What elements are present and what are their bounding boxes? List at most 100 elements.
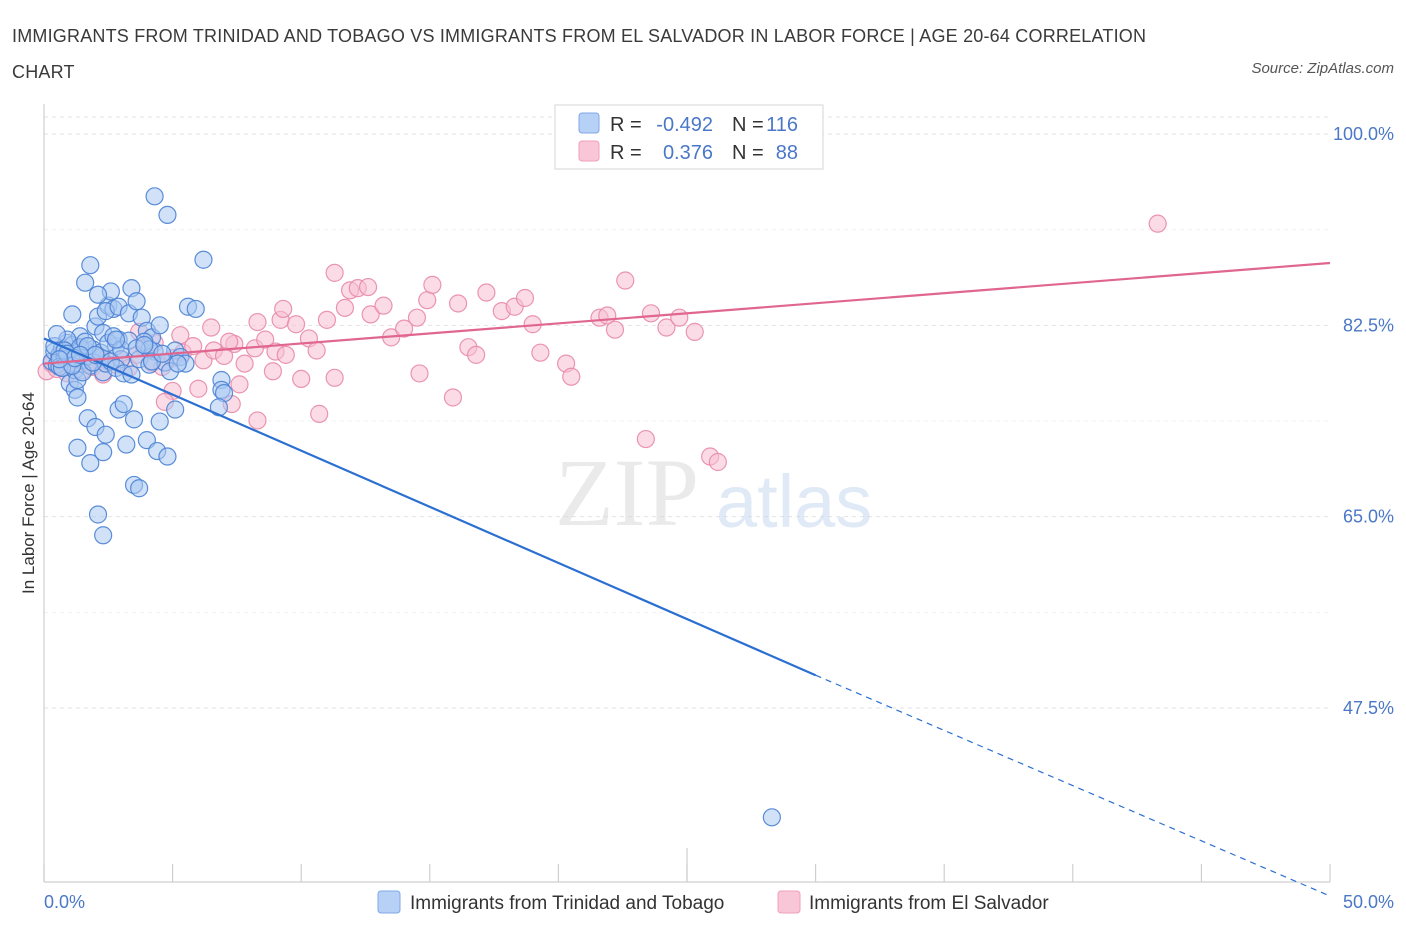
trinidad-point: [76, 273, 95, 292]
y-tick-label: 65.0%: [1343, 507, 1394, 527]
legend-r-label-2: R =: [610, 142, 642, 164]
el-salvador-point: [274, 299, 293, 319]
el-salvador-point: [407, 308, 427, 327]
trinidad-point: [94, 526, 113, 545]
legend-n-value-1: 116: [766, 114, 798, 136]
el-salvador-point: [1148, 214, 1167, 233]
trinidad-point: [81, 453, 100, 473]
trinidad-point: [50, 350, 69, 369]
el-salvador-point: [657, 318, 676, 337]
el-salvador-point: [418, 291, 437, 310]
el-salvador-point: [235, 354, 254, 373]
el-salvador-point: [317, 310, 337, 329]
trinidad-point: [117, 435, 136, 454]
el-salvador-point: [670, 308, 689, 327]
legend-n-label-1: N =: [732, 114, 764, 136]
legend-n-value-2: 88: [776, 142, 798, 164]
y-axis-tick-labels: 100.0% 82.5% 65.0% 47.5%: [1333, 124, 1394, 718]
legend-swatch-trinidad: [377, 890, 401, 914]
watermark-zip: ZIP: [555, 439, 699, 546]
watermark: ZIP atlas: [555, 439, 872, 546]
el-salvador-point: [423, 275, 442, 294]
el-salvador-point: [685, 322, 704, 341]
watermark-atlas: atlas: [716, 460, 872, 543]
el-salvador-point: [325, 263, 344, 282]
trinidad-trend-extension: [815, 674, 1331, 897]
legend-r-value-2: 0.376: [663, 142, 713, 164]
legend-swatch-el-salvador: [777, 890, 801, 914]
legend-r-value-1: -0.492: [656, 114, 713, 136]
series-legend: Immigrants from Trinidad and Tobago Immi…: [377, 890, 1049, 914]
trinidad-point: [762, 808, 781, 827]
legend-n-label-2: N =: [732, 142, 764, 164]
el-salvador-point: [335, 298, 355, 317]
source-label: Source: ZipAtlas.com: [1251, 60, 1394, 77]
el-salvador-point: [708, 452, 727, 472]
y-axis-title: In Labor Force | Age 20-64: [19, 392, 38, 594]
trinidad-point: [94, 443, 113, 462]
el-salvador-point: [636, 429, 655, 449]
trinidad-point: [106, 330, 126, 349]
x-axis-ticks: [43, 848, 1331, 882]
trinidad-point: [150, 412, 169, 431]
series-el-salvador-points: [37, 214, 1167, 472]
el-salvador-point: [515, 288, 535, 308]
chart-title: IMMIGRANTS FROM TRINIDAD AND TOBAGO VS I…: [12, 26, 1147, 82]
el-salvador-point: [286, 315, 306, 334]
el-salvador-point: [292, 369, 311, 389]
el-salvador-point: [410, 364, 429, 383]
el-salvador-trend-line: [43, 261, 1331, 365]
x-tick-label-max: 50.0%: [1343, 892, 1394, 912]
el-salvador-point: [616, 271, 635, 290]
el-salvador-point: [443, 388, 463, 407]
trinidad-point: [158, 447, 177, 466]
el-salvador-point: [466, 345, 486, 364]
trinidad-point: [81, 256, 100, 275]
y-tick-label: 82.5%: [1343, 315, 1394, 335]
correlation-legend: R = -0.492 N = 116 R = 0.376 N = 88: [554, 104, 824, 170]
el-salvador-point: [276, 345, 295, 364]
el-salvador-point: [605, 320, 625, 339]
trinidad-point: [145, 187, 164, 206]
trinidad-point: [47, 324, 66, 344]
el-salvador-point: [641, 304, 661, 323]
trinidad-point: [63, 305, 82, 324]
trend-lines: [43, 261, 1331, 897]
legend-label-el-salvador: Immigrants from El Salvador: [809, 893, 1049, 914]
y-tick-label: 100.0%: [1333, 124, 1394, 144]
el-salvador-point: [248, 411, 267, 430]
el-salvador-point: [171, 326, 190, 345]
x-tick-label-min: 0.0%: [44, 892, 85, 912]
el-salvador-point: [256, 330, 275, 349]
el-salvador-point: [358, 277, 378, 297]
el-salvador-point: [310, 404, 329, 423]
y-tick-label: 47.5%: [1343, 698, 1394, 718]
el-salvador-point: [202, 318, 221, 337]
legend-swatch-pink: [578, 140, 600, 162]
el-salvador-point: [562, 367, 581, 386]
trinidad-point: [150, 316, 169, 335]
trinidad-point: [68, 388, 87, 407]
el-salvador-point: [263, 362, 283, 381]
trinidad-point: [127, 292, 146, 311]
el-salvador-point: [361, 305, 380, 324]
trinidad-point: [114, 394, 133, 414]
trinidad-point: [135, 335, 154, 355]
el-salvador-point: [184, 337, 203, 356]
trinidad-point: [158, 205, 177, 225]
el-salvador-point: [325, 368, 344, 387]
el-salvador-point: [189, 379, 208, 398]
el-salvador-point: [248, 312, 267, 332]
el-salvador-point: [230, 375, 249, 394]
trinidad-point: [88, 285, 108, 304]
el-salvador-point: [531, 343, 550, 362]
trinidad-point: [130, 479, 149, 498]
el-salvador-point: [394, 319, 414, 338]
trinidad-point: [166, 400, 185, 419]
legend-box: [554, 104, 824, 170]
legend-swatch-blue: [578, 112, 600, 134]
trinidad-point: [88, 505, 108, 524]
el-salvador-point: [448, 294, 468, 313]
el-salvador-point: [374, 296, 393, 315]
